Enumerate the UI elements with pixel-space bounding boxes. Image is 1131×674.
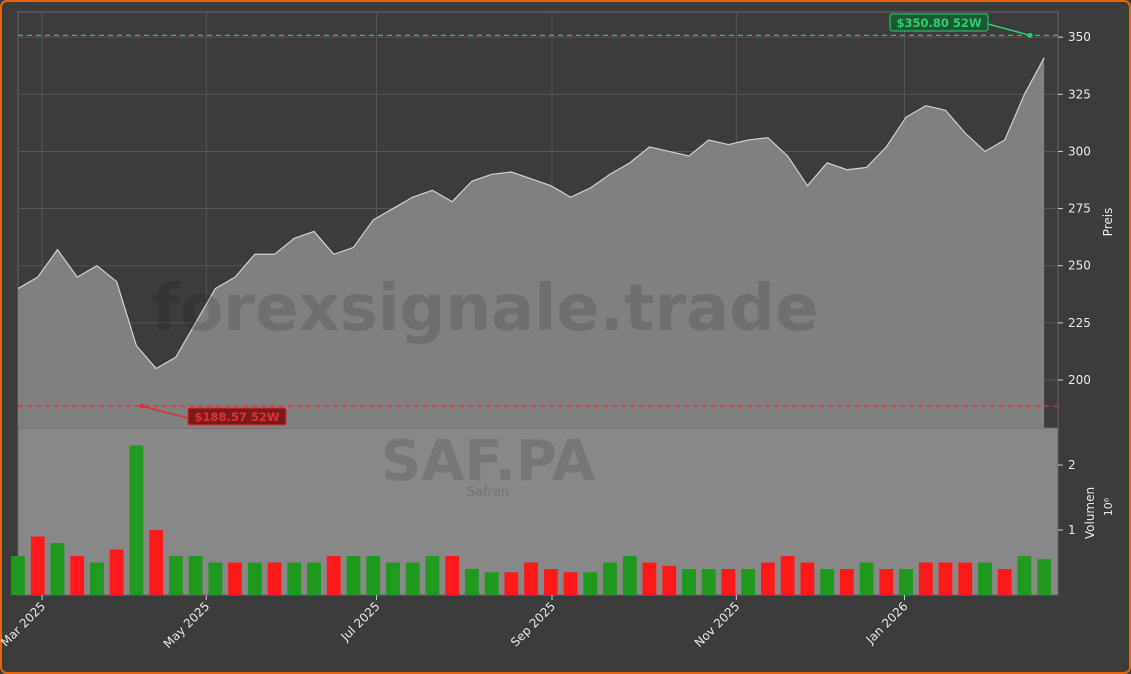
y-tick-label: 250 — [1068, 259, 1091, 273]
annotation-arrow — [987, 23, 1031, 37]
volume-bar — [682, 569, 696, 595]
y-tick-label: 2 — [1068, 458, 1076, 472]
volume-bar — [918, 562, 933, 595]
ticker-title: SAF.PA — [381, 429, 596, 494]
watermark: forexsignale.trade — [152, 272, 819, 346]
volume-bar — [109, 549, 124, 595]
volume-bar — [721, 569, 736, 595]
volume-bar — [701, 569, 716, 595]
price-area — [18, 57, 1045, 428]
volume-bar — [1017, 556, 1032, 595]
y-tick-label: 1 — [1068, 523, 1076, 537]
volume-bar — [563, 572, 578, 595]
volume-bar — [978, 562, 992, 595]
annotation-label: $350.80 52W — [896, 16, 981, 30]
volume-bar — [267, 562, 282, 595]
volume-bar — [405, 562, 420, 595]
annotation-label: $188.57 52W — [194, 410, 279, 424]
volume-bar — [50, 543, 65, 595]
volume-bar — [149, 530, 164, 595]
volume-bar — [524, 562, 538, 595]
volume-bar — [464, 569, 479, 595]
annotation-box — [187, 407, 287, 426]
volume-bar — [603, 562, 617, 595]
annotation-point — [139, 403, 145, 409]
volume-bar — [543, 569, 558, 595]
y-tick-label: 225 — [1068, 316, 1091, 330]
volume-bar — [129, 445, 144, 595]
company-subtitle: Safran — [467, 485, 509, 500]
volume-bar — [958, 562, 973, 595]
volume-bar — [326, 556, 341, 595]
volume-bar — [366, 556, 381, 595]
volume-bar — [859, 562, 874, 595]
volume-bar — [760, 562, 775, 595]
volume-bar — [484, 572, 499, 595]
y-tick-label: 300 — [1068, 144, 1091, 158]
volume-bar — [445, 556, 460, 595]
volume-bar — [879, 569, 894, 595]
volume-bar — [247, 562, 262, 595]
volume-bar — [899, 569, 913, 595]
volume-bar — [997, 569, 1012, 595]
volume-bar — [938, 562, 953, 595]
annotation-point — [1027, 32, 1033, 38]
volume-bar — [741, 569, 756, 595]
volume-bar — [839, 569, 854, 595]
volume-bar — [188, 556, 203, 595]
volume-bar — [228, 562, 242, 595]
y-axis-label: Preis — [1101, 208, 1115, 237]
volume-bar — [287, 562, 302, 595]
y-tick-label: 200 — [1068, 373, 1091, 387]
volume-bar — [622, 556, 637, 595]
volume-bar — [583, 572, 598, 595]
price-line — [17, 57, 1045, 370]
y-tick-label: 350 — [1068, 30, 1091, 44]
volume-bar — [90, 562, 104, 595]
volume-bar — [208, 562, 223, 595]
volume-axis-label: Volumen — [1083, 487, 1097, 539]
volume-bar — [168, 556, 183, 595]
volume-bar — [70, 556, 85, 595]
y-tick-label: 275 — [1068, 202, 1091, 216]
volume-scale-label: 10⁶ — [1102, 497, 1115, 516]
volume-bar — [307, 562, 321, 595]
volume-bar — [11, 556, 25, 595]
volume-bar — [662, 565, 677, 595]
volume-bar — [820, 569, 835, 595]
annotation-box — [889, 13, 989, 32]
volume-bar — [425, 556, 440, 595]
volume-bar — [30, 536, 45, 595]
volume-bar — [346, 556, 361, 595]
volume-bar — [504, 572, 519, 595]
volume-bar — [800, 562, 815, 595]
annotation-arrow — [141, 405, 189, 419]
y-tick-label: 325 — [1068, 87, 1091, 101]
volume-bar — [642, 562, 657, 595]
volume-bar — [780, 556, 795, 595]
volume-bar — [386, 562, 400, 595]
volume-bar — [1037, 559, 1052, 595]
